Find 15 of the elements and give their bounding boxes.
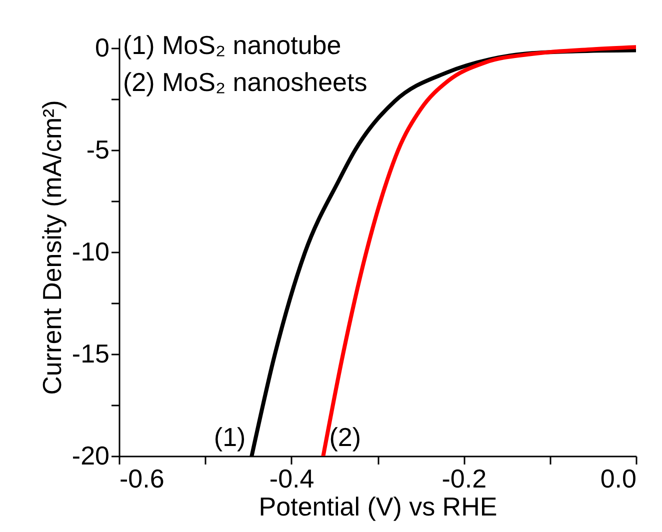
series-label: (2) [329,422,361,452]
y-tick-label: -10 [72,236,110,267]
y-axis-title: Current Density (mA/cm²) [36,100,67,395]
x-tick-label: -0.4 [269,464,314,494]
x-axis-title: Potential (V) vs RHE [258,492,498,522]
annotation: (2) MoS₂ nanosheets [123,67,368,97]
x-tick-label: 0.0 [600,464,636,494]
y-tick-label: 0 [95,32,110,63]
y-tick-label: -15 [72,338,110,369]
y-tick-label: -20 [72,440,110,470]
series-label: (1) [214,422,246,452]
x-tick-label: -0.2 [442,464,487,494]
y-tick-label: -5 [86,134,110,165]
annotation: (1) MoS₂ nanotube [123,30,342,60]
x-tick-label: -0.6 [120,464,164,494]
